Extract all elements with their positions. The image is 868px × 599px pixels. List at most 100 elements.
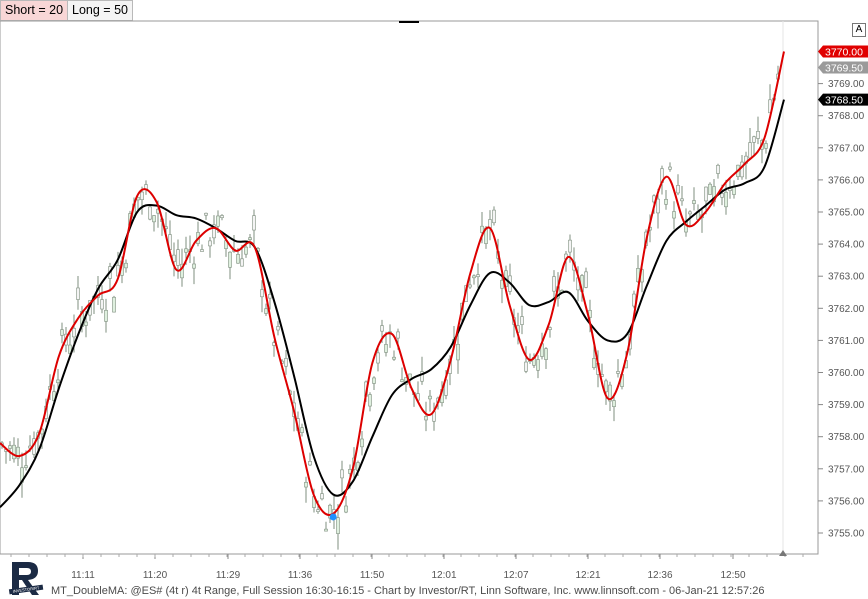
candle-body (260, 289, 264, 298)
candle-body (208, 240, 212, 247)
candle-body (284, 358, 288, 367)
candle-body (708, 183, 712, 195)
y-tick-label: 3757.00 (828, 464, 865, 475)
low-marker (329, 513, 337, 521)
candle-body (300, 427, 304, 433)
candle-body (16, 446, 20, 459)
x-tick-label: 11:36 (288, 570, 313, 581)
candle-body (500, 279, 504, 289)
candle-body (472, 275, 476, 279)
candle-body (324, 528, 328, 532)
candle-body (384, 344, 388, 353)
candle-body (12, 444, 16, 460)
candle-body (84, 321, 88, 326)
candle-body (124, 262, 128, 269)
candle-body (680, 198, 684, 202)
candle-body (424, 416, 428, 421)
price-label-tag (818, 45, 868, 58)
candle-body (368, 394, 372, 407)
candle-body (520, 316, 524, 325)
y-tick-label: 3762.00 (828, 304, 865, 315)
candle-body (264, 308, 268, 314)
candle-body (8, 445, 12, 449)
y-tick-label: 3760.00 (828, 368, 865, 379)
candle-body (320, 493, 324, 500)
candle-body (692, 200, 696, 204)
y-tick-label: 3763.00 (828, 272, 865, 283)
candle-body (216, 215, 220, 227)
candle-body (192, 263, 196, 269)
candle-body (112, 296, 116, 313)
long-ma-line (0, 99, 785, 508)
price-labels: 3770.00 3769.50 3768.50 (818, 45, 868, 107)
candle-body (184, 248, 188, 253)
candle-body (336, 517, 340, 534)
footer-status: MT_DoubleMA: @ES# (4t r) 4t Range, Full … (51, 585, 765, 597)
candle-body (236, 254, 240, 264)
candle-body (544, 348, 548, 360)
candle-body (428, 395, 432, 400)
candle-body (536, 359, 540, 371)
candle-body (688, 211, 692, 215)
svg-text:INVESTOR/RT: INVESTOR/RT (12, 585, 40, 594)
candle-body (276, 326, 280, 331)
y-tick-label: 3759.00 (828, 400, 865, 411)
candle-body (24, 465, 28, 468)
candle-body (60, 329, 64, 336)
candle-body (340, 469, 344, 479)
candle-body (228, 251, 232, 268)
candle-body (468, 284, 472, 288)
candle-body (672, 211, 676, 219)
y-tick-label: 3768.00 (828, 111, 865, 122)
candle-body (748, 142, 752, 159)
legend-short-ma[interactable]: Short = 20 (0, 0, 69, 21)
x-tick-label: 12:21 (575, 570, 600, 581)
candle-body (176, 249, 180, 266)
y-tick-label: 3764.00 (828, 240, 865, 251)
candle-body (316, 509, 320, 512)
candle-body (676, 185, 680, 194)
candle-body (480, 225, 484, 233)
candle-body (204, 212, 208, 216)
candle-body (220, 215, 224, 218)
candle-body (360, 438, 364, 448)
candle-body (308, 461, 312, 466)
candle-body (392, 356, 396, 360)
x-tick-label: 11:29 (216, 570, 241, 581)
y-tick-label: 3761.00 (828, 336, 865, 347)
candle-body (344, 505, 348, 513)
short-ma-line (0, 51, 785, 516)
x-tick-label: 11:11 (71, 570, 95, 581)
candle-body (72, 328, 76, 338)
x-tick-label: 11:50 (360, 570, 385, 581)
price-label-tag (818, 61, 868, 74)
scroll-end-marker[interactable] (779, 550, 787, 556)
candle-body (248, 237, 252, 240)
candle-body (244, 246, 248, 255)
investor-rt-logo-icon: INVESTOR/RT (8, 562, 44, 595)
auto-scale-button[interactable]: A (852, 23, 866, 37)
candle-body (180, 263, 184, 279)
candle-body (268, 293, 272, 299)
candle-body (664, 198, 668, 205)
candle-body (420, 371, 424, 382)
candle-body (240, 258, 244, 267)
candle-body (616, 371, 620, 374)
candle-body (396, 331, 400, 339)
x-tick-label: 12:01 (431, 570, 456, 581)
candle-body (456, 343, 460, 361)
y-tick-label: 3755.00 (828, 529, 865, 540)
legend-long-ma[interactable]: Long = 50 (68, 0, 133, 21)
candle-body (716, 164, 720, 174)
price-label-tag (818, 93, 868, 106)
price-label-text: 3768.50 (825, 95, 863, 107)
candle-body (104, 309, 108, 322)
candle-body (548, 327, 552, 330)
y-tick-label: 3767.00 (828, 143, 865, 154)
candle-body (584, 271, 588, 288)
legend: Short = 20 Long = 50 (0, 0, 133, 21)
candle-body (752, 136, 756, 143)
x-tick-label: 11:20 (143, 570, 168, 581)
candle-body (372, 377, 376, 384)
candle-body (656, 198, 660, 214)
